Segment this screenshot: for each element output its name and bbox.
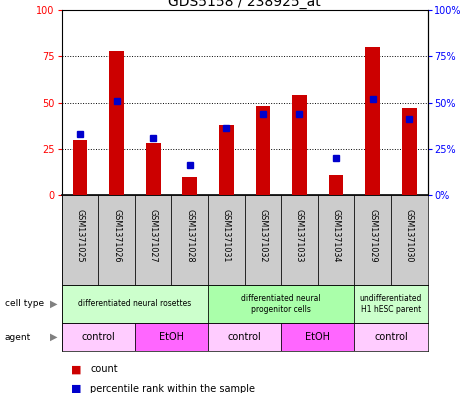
- Text: ▶: ▶: [50, 299, 57, 309]
- Text: GSM1371031: GSM1371031: [222, 209, 231, 262]
- Bar: [281, 323, 354, 351]
- Bar: [256, 106, 270, 195]
- Text: undifferentiated
H1 hESC parent: undifferentiated H1 hESC parent: [360, 294, 422, 314]
- Text: EtOH: EtOH: [305, 332, 330, 342]
- Bar: [146, 143, 161, 195]
- Bar: [62, 285, 208, 323]
- Text: percentile rank within the sample: percentile rank within the sample: [90, 384, 255, 393]
- Text: GSM1371032: GSM1371032: [258, 209, 267, 262]
- Bar: [208, 323, 281, 351]
- Bar: [329, 174, 343, 195]
- Text: agent: agent: [5, 332, 31, 342]
- Text: control: control: [374, 332, 408, 342]
- Bar: [318, 195, 354, 285]
- Bar: [73, 140, 87, 195]
- Bar: [182, 176, 197, 195]
- Bar: [208, 285, 354, 323]
- Text: cell type: cell type: [5, 299, 44, 309]
- Text: control: control: [228, 332, 262, 342]
- Bar: [62, 195, 98, 285]
- Bar: [219, 125, 234, 195]
- Text: control: control: [81, 332, 115, 342]
- Bar: [402, 108, 417, 195]
- Bar: [208, 195, 245, 285]
- Bar: [354, 285, 428, 323]
- Bar: [354, 195, 391, 285]
- Text: count: count: [90, 364, 118, 374]
- Bar: [354, 323, 428, 351]
- Bar: [281, 195, 318, 285]
- Bar: [135, 195, 171, 285]
- Text: GSM1371033: GSM1371033: [295, 209, 304, 262]
- Bar: [171, 195, 208, 285]
- Text: GSM1371027: GSM1371027: [149, 209, 158, 262]
- Bar: [62, 323, 135, 351]
- Bar: [391, 195, 428, 285]
- Text: EtOH: EtOH: [159, 332, 184, 342]
- Text: ▶: ▶: [50, 332, 57, 342]
- Bar: [245, 195, 281, 285]
- Bar: [292, 95, 307, 195]
- Title: GDS5158 / 238925_at: GDS5158 / 238925_at: [168, 0, 321, 9]
- Bar: [135, 323, 208, 351]
- Text: GSM1371025: GSM1371025: [76, 209, 85, 262]
- Text: GSM1371026: GSM1371026: [112, 209, 121, 262]
- Text: ■: ■: [71, 384, 82, 393]
- Text: GSM1371034: GSM1371034: [332, 209, 341, 262]
- Text: differentiated neural
progenitor cells: differentiated neural progenitor cells: [241, 294, 321, 314]
- Text: differentiated neural rosettes: differentiated neural rosettes: [78, 299, 191, 309]
- Bar: [109, 51, 124, 195]
- Text: GSM1371030: GSM1371030: [405, 209, 414, 262]
- Text: GSM1371029: GSM1371029: [368, 209, 377, 262]
- Bar: [98, 195, 135, 285]
- Text: GSM1371028: GSM1371028: [185, 209, 194, 262]
- Text: ■: ■: [71, 364, 82, 374]
- Bar: [365, 47, 380, 195]
